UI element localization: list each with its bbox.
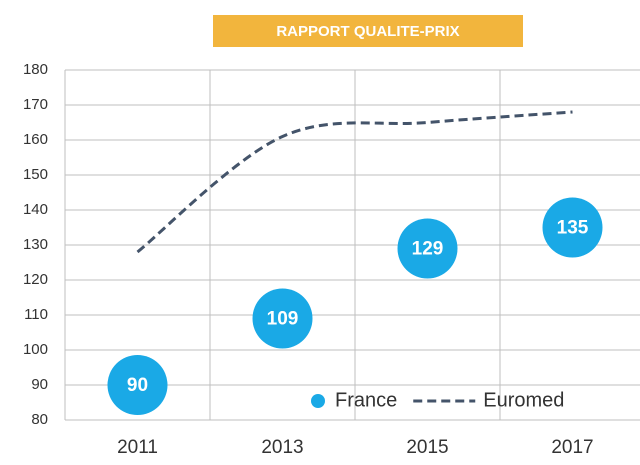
y-tick-label: 170 — [23, 96, 48, 113]
y-tick-label: 110 — [24, 306, 48, 323]
y-tick-label: 180 — [23, 61, 48, 78]
x-tick-label: 2017 — [551, 437, 593, 458]
y-tick-label: 150 — [23, 166, 48, 183]
y-tick-label: 100 — [23, 341, 48, 358]
chart-title: RAPPORT QUALITE-PRIX — [276, 23, 459, 40]
data-label: 135 — [557, 218, 589, 239]
y-tick-label: 80 — [31, 411, 48, 428]
y-tick-label: 130 — [23, 236, 48, 253]
x-tick-label: 2013 — [261, 437, 303, 458]
y-tick-label: 160 — [23, 131, 48, 148]
y-tick-label: 90 — [31, 376, 48, 393]
bubble — [542, 197, 603, 258]
x-tick-label: 2015 — [406, 437, 448, 458]
x-tick-label: 2011 — [117, 437, 158, 458]
bubble — [252, 288, 313, 349]
y-tick-label: 120 — [23, 271, 48, 288]
legend-label: Euromed — [483, 389, 564, 411]
legend-marker — [311, 394, 325, 408]
bubble — [397, 218, 458, 279]
data-label: 109 — [267, 309, 299, 330]
y-tick-label: 140 — [23, 201, 48, 218]
data-label: 90 — [127, 375, 148, 396]
title-box — [213, 15, 523, 47]
line — [136, 110, 573, 254]
data-label: 129 — [412, 239, 444, 260]
legend-label: France — [335, 389, 397, 411]
bubble — [107, 355, 168, 415]
